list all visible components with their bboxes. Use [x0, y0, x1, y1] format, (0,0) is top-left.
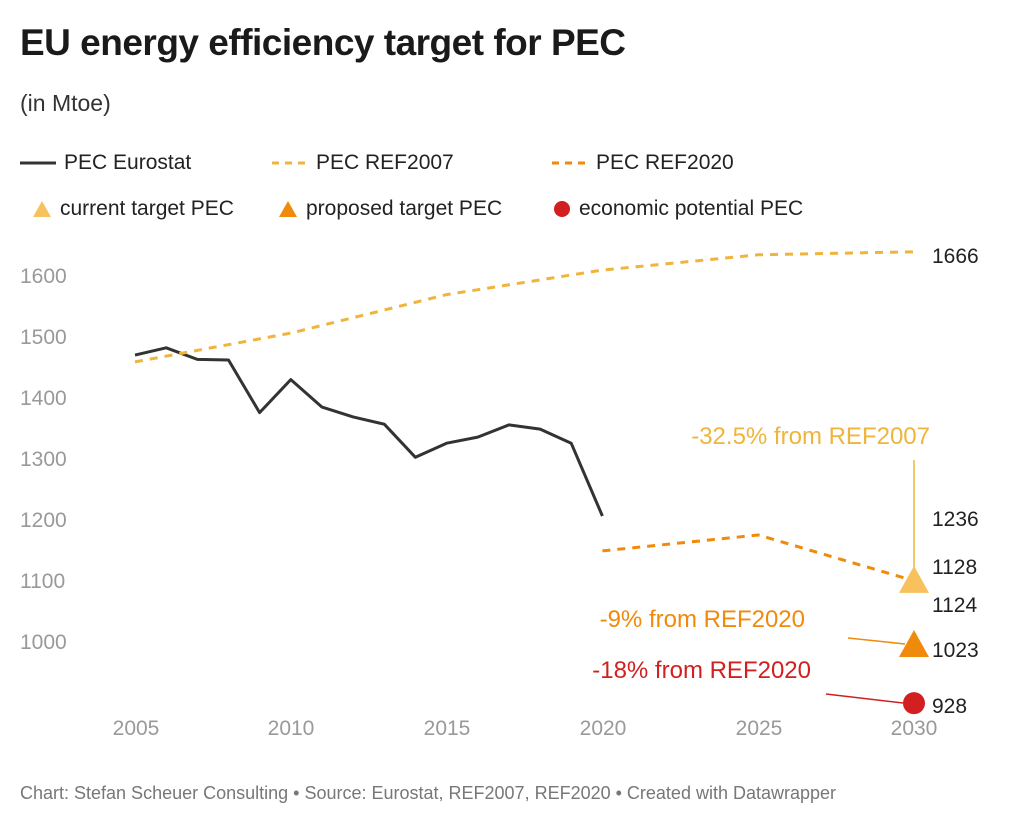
value-label: 928: [932, 695, 967, 718]
y-tick-label: 1300: [20, 448, 67, 471]
legend-label: current target PEC: [60, 197, 234, 220]
annotation-ref2007: -32.5% from REF2007: [691, 423, 930, 450]
legend-item-pec-ref2007: PEC REF2007: [272, 151, 454, 175]
legend-label: economic potential PEC: [579, 197, 804, 220]
marker-layer: [899, 565, 929, 715]
x-axis: 2005 2010 2015 2020 2025 2030: [113, 717, 938, 740]
x-tick-label: 2025: [736, 717, 783, 740]
marker-proposed-target-pec: [899, 630, 929, 658]
legend-item-pec-eurostat: PEC Eurostat: [20, 151, 191, 175]
marker-economic-potential-pec: [903, 692, 925, 715]
y-axis: 1600 1500 1400 1300 1200 1100 1000: [20, 265, 67, 654]
x-tick-label: 2015: [424, 717, 471, 740]
legend-item-pec-ref2020: PEC REF2020: [552, 151, 734, 175]
y-tick-label: 1100: [20, 570, 65, 593]
series-line-pec-eurostat: [134, 346, 604, 517]
legend-triangle-icon: [279, 201, 297, 217]
x-tick-label: 2030: [891, 717, 938, 740]
legend-label: proposed target PEC: [306, 197, 503, 220]
y-tick-label: 1000: [20, 631, 67, 654]
legend-label: PEC Eurostat: [64, 151, 192, 174]
y-tick-label: 1600: [20, 265, 67, 288]
value-label: 1666: [932, 245, 979, 268]
annotation-connector: [847, 637, 906, 645]
chart-title: EU energy efficiency target for PEC: [20, 22, 626, 63]
y-tick-label: 1400: [20, 387, 67, 410]
chart-subtitle: (in Mtoe): [20, 90, 111, 116]
y-tick-label: 1500: [20, 326, 67, 349]
legend-triangle-icon: [33, 201, 51, 217]
chart-footer: Chart: Stefan Scheuer Consulting • Sourc…: [20, 783, 837, 803]
value-label: 1023: [932, 639, 979, 662]
y-tick-label: 1200: [20, 509, 67, 532]
x-tick-label: 2005: [113, 717, 160, 740]
x-tick-label: 2010: [268, 717, 315, 740]
legend-item-proposed-target: proposed target PEC: [278, 197, 502, 221]
series-line-pec-ref2020: [602, 533, 915, 583]
value-label: 1124: [932, 594, 977, 617]
legend-line-dashed-icon: [552, 161, 588, 165]
legend-item-economic-potential: economic potential PEC: [553, 197, 803, 221]
marker-current-target-pec: [899, 565, 929, 593]
annotation-ref2020-proposed: -9% from REF2020: [600, 606, 805, 633]
legend-line-solid-icon: [20, 161, 56, 165]
legend-circle-icon: [554, 201, 570, 217]
legend-line-dashed-icon: [272, 161, 308, 165]
legend-label: PEC REF2020: [596, 151, 734, 174]
series-line-pec-ref2007: [134, 250, 915, 364]
annotation-connector: [825, 693, 904, 704]
legend-label: PEC REF2007: [316, 151, 454, 174]
x-tick-label: 2020: [580, 717, 627, 740]
series-layer: [134, 250, 915, 583]
legend-item-current-target: current target PEC: [32, 197, 234, 221]
value-label: 1128: [932, 556, 977, 579]
value-label: 1236: [932, 508, 979, 531]
annotation-ref2020-economic: -18% from REF2020: [592, 657, 811, 684]
